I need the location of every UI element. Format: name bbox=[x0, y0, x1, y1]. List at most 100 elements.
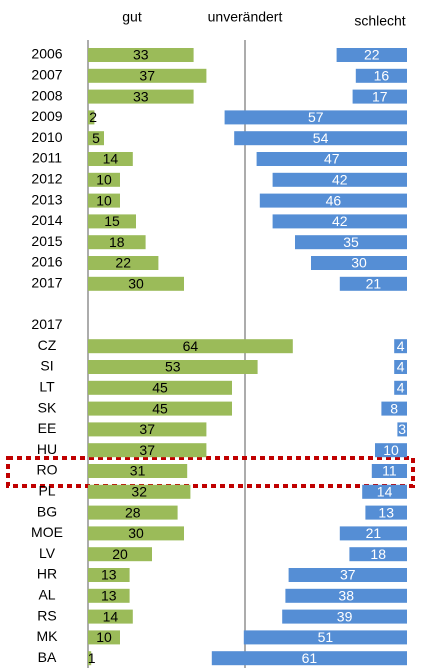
category-label: 2012 bbox=[31, 171, 62, 187]
bar bbox=[88, 505, 178, 520]
bar bbox=[349, 547, 407, 562]
value-label: 42 bbox=[332, 213, 348, 229]
category-label: LT bbox=[39, 379, 55, 395]
value-label: 39 bbox=[337, 608, 353, 624]
category-label: BA bbox=[38, 649, 57, 665]
bar bbox=[88, 464, 188, 478]
bar bbox=[88, 110, 95, 125]
bar bbox=[256, 152, 407, 166]
category-label: HR bbox=[37, 566, 57, 582]
value-label: 28 bbox=[125, 504, 141, 520]
category-label: SK bbox=[38, 399, 57, 415]
bar bbox=[311, 256, 407, 270]
category-label: RO bbox=[37, 462, 58, 478]
series-label: gut bbox=[122, 9, 142, 25]
bar bbox=[224, 110, 407, 125]
value-label: 13 bbox=[101, 588, 117, 604]
category-label: 2014 bbox=[31, 212, 62, 228]
value-label: 37 bbox=[139, 421, 155, 437]
value-label: 37 bbox=[139, 68, 155, 84]
bar bbox=[88, 48, 194, 62]
category-label: MOE bbox=[31, 524, 63, 540]
bar bbox=[211, 651, 407, 666]
value-label: 53 bbox=[165, 359, 181, 375]
category-label: 2013 bbox=[31, 191, 62, 207]
bar bbox=[336, 48, 407, 62]
value-label: 30 bbox=[128, 276, 144, 292]
bar bbox=[88, 568, 130, 582]
category-label: 2017 bbox=[31, 316, 62, 332]
category-label: LV bbox=[39, 545, 56, 561]
bar bbox=[88, 68, 207, 83]
bar bbox=[88, 193, 120, 208]
category-label: AL bbox=[38, 587, 55, 603]
value-label: 38 bbox=[338, 588, 354, 604]
value-label: 46 bbox=[326, 192, 342, 208]
value-label: 57 bbox=[308, 109, 324, 125]
category-label: 2007 bbox=[31, 67, 62, 83]
bar bbox=[88, 235, 146, 250]
bar bbox=[394, 380, 407, 395]
bar bbox=[282, 609, 407, 624]
value-label: 18 bbox=[109, 234, 125, 250]
value-label: 54 bbox=[313, 130, 329, 146]
bar bbox=[339, 276, 407, 291]
value-label: 32 bbox=[131, 484, 147, 500]
value-label: 30 bbox=[351, 255, 367, 271]
value-label: 10 bbox=[383, 442, 399, 458]
value-label: 64 bbox=[183, 338, 199, 354]
bar bbox=[288, 568, 407, 582]
bar bbox=[371, 464, 407, 478]
value-label: 2 bbox=[89, 109, 97, 125]
category-label: 2016 bbox=[31, 254, 62, 270]
category-label: RS bbox=[37, 607, 56, 623]
value-label: 14 bbox=[103, 608, 119, 624]
bar bbox=[362, 484, 407, 499]
value-label: 5 bbox=[92, 130, 100, 146]
bar bbox=[88, 651, 92, 666]
value-label: 4 bbox=[397, 380, 405, 396]
value-label: 13 bbox=[378, 504, 394, 520]
bar bbox=[394, 339, 407, 354]
bar bbox=[339, 526, 407, 541]
value-label: 14 bbox=[377, 484, 393, 500]
value-label: 10 bbox=[96, 172, 112, 188]
bar bbox=[272, 172, 407, 187]
bar bbox=[365, 505, 407, 520]
bar bbox=[88, 276, 184, 291]
value-label: 47 bbox=[324, 151, 340, 167]
category-label: CZ bbox=[38, 337, 57, 353]
bar bbox=[375, 443, 407, 458]
bar bbox=[234, 131, 407, 146]
category-label: 2010 bbox=[31, 129, 62, 145]
value-label: 10 bbox=[96, 192, 112, 208]
center-label: unverändert bbox=[208, 9, 283, 25]
bar bbox=[272, 214, 407, 229]
value-label: 45 bbox=[152, 400, 168, 416]
bar bbox=[259, 193, 407, 208]
value-label: 51 bbox=[318, 629, 334, 645]
bar bbox=[88, 401, 232, 416]
value-label: 45 bbox=[152, 380, 168, 396]
bar bbox=[88, 380, 232, 395]
bar bbox=[88, 443, 207, 458]
bar bbox=[88, 526, 184, 541]
category-label: 2009 bbox=[31, 108, 62, 124]
category-label: 2011 bbox=[32, 150, 62, 166]
bar bbox=[397, 422, 407, 437]
value-label: 33 bbox=[133, 47, 149, 63]
value-label: 42 bbox=[332, 172, 348, 188]
bar bbox=[88, 131, 104, 146]
bar bbox=[88, 172, 120, 187]
bar bbox=[88, 630, 120, 645]
bar bbox=[88, 609, 133, 624]
category-label: 2017 bbox=[31, 275, 62, 291]
value-label: 22 bbox=[115, 255, 131, 271]
bar bbox=[394, 360, 407, 374]
category-label: 2008 bbox=[31, 87, 62, 103]
bar bbox=[285, 588, 407, 603]
bar bbox=[88, 89, 194, 104]
category-label: PL bbox=[38, 483, 55, 499]
value-label: 30 bbox=[128, 525, 144, 541]
bar bbox=[88, 214, 136, 229]
